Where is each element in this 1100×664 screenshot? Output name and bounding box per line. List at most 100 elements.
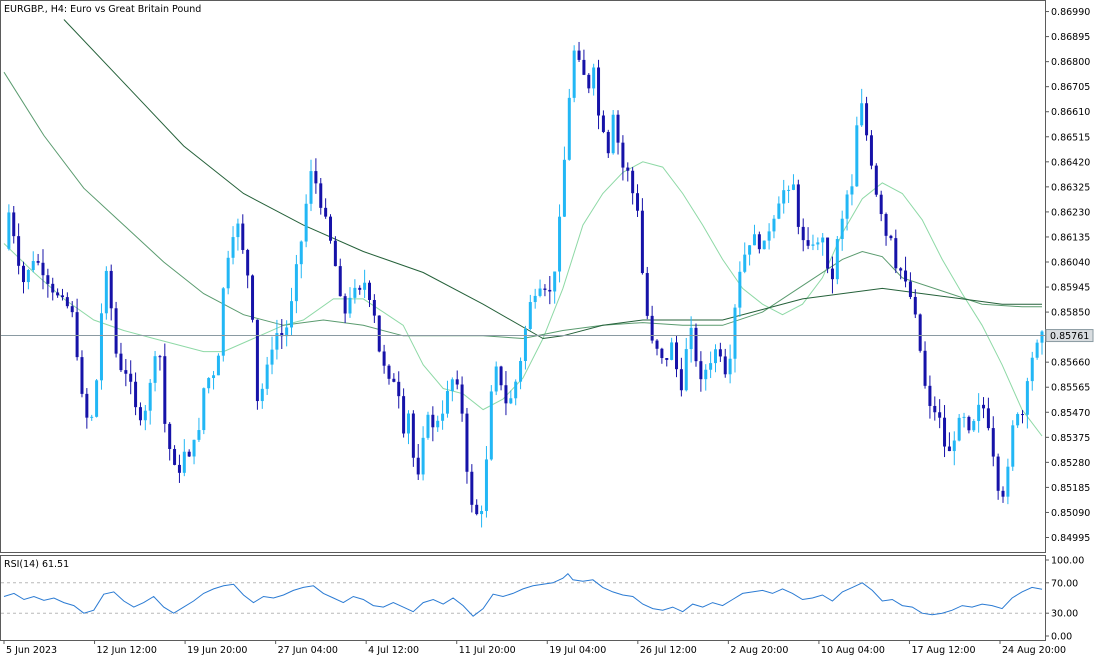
candle-body	[962, 416, 966, 418]
candle-body	[562, 159, 566, 217]
candle-body	[704, 369, 708, 380]
candle-body	[938, 412, 942, 418]
price-tick-label: 0.85090	[1051, 508, 1090, 519]
candle-body	[455, 379, 459, 385]
time-tick-label: 2 Aug 20:00	[730, 645, 788, 656]
candle-body	[684, 349, 688, 391]
candlesticks	[7, 41, 1044, 528]
candle-body	[436, 420, 440, 428]
candle-body	[119, 353, 123, 371]
candle-body	[611, 114, 615, 154]
candle-body	[372, 299, 376, 316]
candle-body	[255, 319, 259, 402]
candle-body	[762, 240, 766, 250]
candle-body	[129, 373, 133, 382]
rsi-panel-frame	[0, 555, 1046, 641]
candle-body	[367, 282, 371, 300]
time-tick-label: 24 Aug 20:00	[1002, 645, 1066, 656]
candle-body	[148, 382, 152, 411]
price-tick-label: 0.86800	[1051, 57, 1090, 68]
candle-body	[986, 408, 990, 429]
candle-body	[221, 288, 225, 356]
price-tick-label: 0.84995	[1051, 533, 1090, 544]
price-tick-label: 0.86610	[1051, 107, 1090, 118]
price-tick-label: 0.86040	[1051, 258, 1090, 269]
time-tick-label: 11 Jul 20:00	[459, 645, 516, 656]
candle-body	[821, 237, 825, 243]
candle-body	[699, 361, 703, 380]
candle-body	[275, 333, 279, 350]
candle-body	[991, 428, 995, 457]
candle-body	[1006, 466, 1010, 497]
candle-body	[134, 381, 138, 408]
candle-body	[528, 302, 532, 329]
candle-body	[80, 357, 84, 394]
candle-body	[197, 430, 201, 440]
candle-body	[572, 50, 576, 98]
candle-body	[426, 414, 430, 438]
candle-body	[348, 297, 352, 314]
candle-body	[231, 237, 235, 258]
candle-body	[397, 381, 401, 397]
candle-body	[733, 307, 737, 359]
candle-body	[928, 385, 932, 406]
rsi-label: RSI(14) 61.51	[4, 559, 69, 570]
candle-body	[163, 356, 167, 424]
candle-body	[90, 416, 94, 418]
price-tick-label: 0.85660	[1051, 358, 1090, 369]
candle-body	[796, 184, 800, 227]
candle-body	[460, 384, 464, 414]
candle-body	[757, 234, 761, 250]
candle-body	[982, 404, 986, 409]
candle-body	[153, 356, 157, 383]
candle-body	[597, 67, 601, 116]
candle-body	[626, 167, 630, 171]
candle-body	[879, 194, 883, 215]
candle-body	[95, 380, 99, 417]
candle-body	[777, 203, 781, 219]
candle-body	[675, 342, 679, 370]
moving-average-line	[3, 161, 1043, 437]
candle-body	[601, 115, 605, 132]
candle-body	[972, 421, 976, 431]
rsi-tick-label: 100.00	[1051, 556, 1084, 567]
candle-body	[70, 306, 74, 313]
candle-body	[621, 142, 625, 168]
candle-body	[236, 223, 240, 238]
candle-body	[908, 281, 912, 297]
candle-body	[499, 366, 503, 386]
candle-body	[392, 378, 396, 382]
candle-body	[158, 356, 162, 358]
price-tick-label: 0.86420	[1051, 157, 1090, 168]
candle-body	[168, 423, 172, 449]
rsi-line	[3, 572, 1043, 617]
moving-average-line	[63, 19, 1042, 340]
candle-body	[465, 413, 469, 472]
candle-body	[431, 414, 435, 428]
chart-title: EURGBP., H4: Euro vs Great Britain Pound	[4, 4, 201, 15]
time-tick-label: 5 Jun 2023	[6, 645, 57, 656]
candle-body	[840, 218, 844, 240]
candle-body	[285, 327, 289, 337]
candle-body	[850, 186, 854, 195]
candle-body	[26, 270, 30, 283]
candle-body	[650, 315, 654, 341]
candle-body	[324, 207, 328, 217]
candle-body	[631, 170, 635, 194]
candle-body	[514, 381, 518, 399]
candle-body	[402, 396, 406, 434]
candle-body	[494, 366, 498, 392]
time-tick-label: 4 Jul 12:00	[368, 645, 419, 656]
candle-body	[1040, 331, 1044, 343]
candle-body	[299, 241, 303, 265]
candle-body	[1016, 414, 1020, 426]
candle-body	[377, 315, 381, 352]
candle-body	[787, 189, 791, 191]
candle-body	[816, 242, 820, 245]
candle-body	[304, 203, 308, 242]
candle-body	[75, 312, 79, 358]
candle-body	[60, 295, 64, 298]
rsi-tick-label: 70.00	[1051, 578, 1078, 589]
